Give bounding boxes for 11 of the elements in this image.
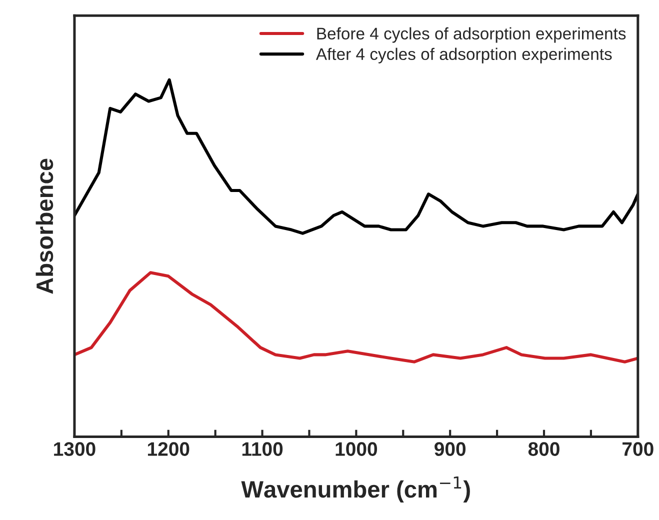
x-tick-label: 900 [434,442,466,456]
x-tick-label: 800 [528,442,560,456]
x-tick-label: 1100 [242,442,283,456]
x-tick-label: 700 [622,442,654,456]
x-axis-title: Wavenumber (cm$^{−1}$) [241,476,470,502]
x-tick-label: 1200 [148,442,190,456]
y-axis-title: Absorbence [36,158,54,294]
x-tick-label: 1000 [336,442,378,456]
x-tick-label: 1300 [54,442,96,456]
legend-label: After 4 cycles of adsorption experiments [316,48,612,64]
legend-label: Before 4 cycles of adsorption experiments [317,27,626,43]
